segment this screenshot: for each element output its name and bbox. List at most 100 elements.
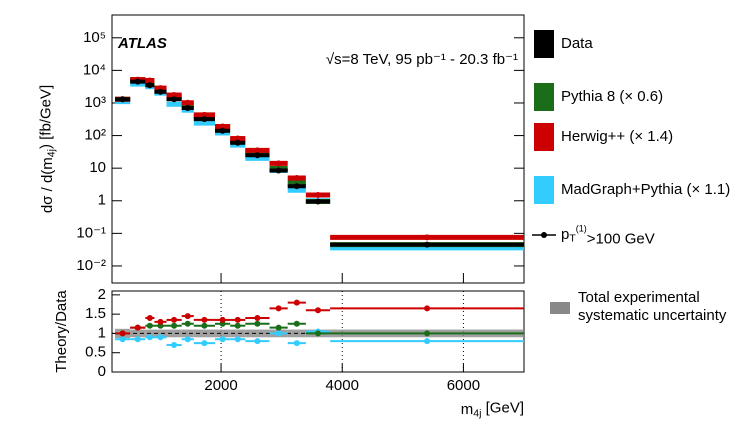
x-tick-label: 4000	[326, 377, 359, 394]
legend-swatch	[534, 83, 554, 111]
syst-band	[230, 329, 246, 338]
legend-cut-label-main: p	[561, 226, 569, 243]
legend-syst-label: Total experimental	[578, 289, 700, 306]
upper-frame	[111, 14, 525, 284]
hist-point	[184, 99, 191, 106]
ratio-point	[275, 330, 282, 337]
ratio-point	[157, 334, 164, 341]
hist-point	[134, 78, 141, 85]
legend-swatch	[534, 30, 554, 58]
legend-cut-label-end: >100 GeV	[587, 230, 655, 247]
hist-point	[157, 88, 164, 95]
ratio-y-tick-label: 1	[98, 324, 106, 341]
legend-syst-label: systematic uncertainty	[578, 307, 727, 324]
ratio-point	[119, 336, 126, 343]
ratio-point	[119, 330, 126, 337]
ratio-point	[234, 316, 241, 323]
ratio-point	[171, 316, 178, 323]
ratio-point	[293, 340, 300, 347]
x-axis-label: m4j [GeV]	[461, 399, 524, 419]
atlas-label: ATLAS	[117, 35, 167, 52]
legend-swatch	[534, 123, 554, 151]
ratio-point	[134, 324, 141, 331]
x-tick-label: 2000	[204, 377, 237, 394]
ratio-point	[424, 305, 431, 312]
ratio-point	[275, 324, 282, 331]
ratio-point	[234, 336, 241, 343]
hist-point	[315, 192, 321, 199]
energy-label: √s=8 TeV, 95 pb⁻¹ - 20.3 fb⁻¹	[326, 51, 518, 68]
y-axis-label: dσ / d(m4j) [fb/GeV]	[37, 85, 57, 213]
syst-band	[130, 329, 146, 338]
y-tick-label: 10³	[84, 94, 106, 111]
ratio-point	[219, 316, 226, 323]
y-tick-label: 10²	[84, 127, 106, 144]
hist-point	[234, 139, 241, 146]
legend-label: MadGraph+Pythia (× 1.1)	[561, 181, 730, 198]
ratio-point	[184, 336, 191, 343]
ratio-point	[234, 322, 241, 329]
hist-point	[219, 123, 226, 130]
ratio-point	[424, 338, 431, 345]
y-tick-label: 10⁻²	[76, 257, 106, 274]
hist-point	[146, 77, 153, 84]
y-tick-label: 10	[89, 159, 106, 176]
x-axis-label-main: m	[461, 401, 474, 418]
ratio-point	[315, 307, 321, 314]
ratio-point	[201, 340, 208, 347]
ratio-point	[254, 320, 261, 327]
hist-point	[201, 116, 208, 123]
legend-cut-label-sub: T	[569, 232, 576, 244]
ratio-y-tick-label: 1.5	[85, 305, 106, 322]
ratio-y-axis-label: Theory/Data	[53, 290, 70, 373]
ratio-y-tick-label: 0.5	[85, 344, 106, 361]
ratio-point	[146, 322, 153, 329]
legend-cut-marker	[541, 232, 547, 238]
hist-point	[293, 183, 300, 190]
x-tick-label: 6000	[447, 377, 480, 394]
ratio-point	[293, 299, 300, 306]
x-axis-label-sub: 4j	[473, 407, 481, 419]
ratio-point	[254, 338, 261, 345]
hist-point	[171, 92, 178, 99]
ratio-point	[171, 342, 178, 348]
hist-point	[275, 167, 282, 174]
ratio-point	[146, 334, 153, 341]
hist-point	[171, 96, 178, 103]
syst-band	[245, 329, 270, 338]
ratio-point	[293, 320, 300, 327]
y-axis-label-main: dσ / d(m	[39, 157, 56, 213]
x-axis-label-end: [GeV]	[481, 399, 524, 416]
hist-point	[234, 135, 241, 142]
hist-point	[254, 152, 261, 159]
syst-band	[166, 329, 182, 338]
ratio-point	[315, 330, 321, 337]
ratio-point	[171, 322, 178, 329]
ratio-point	[201, 316, 208, 323]
ratio-point	[134, 336, 141, 343]
ratio-point	[219, 336, 226, 343]
syst-band	[154, 329, 167, 338]
hist-point	[119, 96, 126, 103]
legend-label: Data	[561, 35, 593, 52]
hist-point	[293, 174, 300, 181]
legend-cut-label-sup: (1)	[576, 224, 587, 234]
hist-point	[254, 147, 261, 154]
hist-point	[219, 127, 226, 134]
y-axis-label-sub: 4j	[45, 149, 57, 157]
ratio-point	[201, 322, 208, 329]
ratio-point	[424, 330, 431, 337]
legend-swatch	[534, 176, 554, 204]
hist-point	[201, 111, 208, 118]
ratio-y-tick-label: 2	[98, 286, 106, 303]
legend-syst-swatch	[550, 302, 570, 314]
ratio-point	[184, 313, 191, 320]
ratio-y-tick-label: 0	[98, 363, 106, 380]
hist-point	[146, 82, 153, 89]
syst-band	[181, 329, 194, 338]
legend-label: Pythia 8 (× 0.6)	[561, 88, 663, 105]
hist-point	[184, 105, 191, 112]
legend-label: Herwig++ (× 1.4)	[561, 128, 673, 145]
hist-point	[424, 234, 431, 241]
